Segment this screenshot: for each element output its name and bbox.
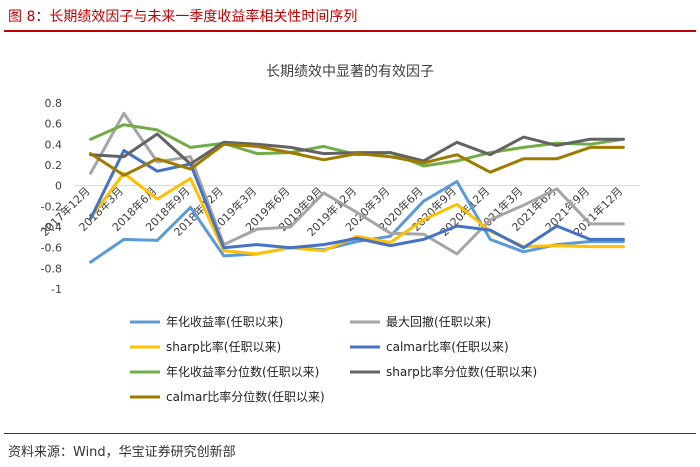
y-tick-label: -1	[51, 283, 62, 296]
legend-item: sharp比率(任职以来)	[130, 339, 281, 354]
legend-label: sharp比率(任职以来)	[166, 339, 281, 354]
legend-item: 最大回撤(任职以来)	[350, 314, 491, 329]
legend-item: 年化收益率(任职以来)	[130, 314, 283, 329]
legend-label: 最大回撤(任职以来)	[386, 314, 491, 329]
chart-title: 长期绩效中显著的有效因子	[266, 64, 434, 80]
legend: 年化收益率(任职以来) 最大回撤(任职以来) sharp比率(任职以来) calmar…	[130, 314, 537, 404]
y-tick-label: 0.8	[45, 97, 63, 110]
footer-rule	[4, 433, 696, 434]
chart: 长期绩效中显著的有效因子 0.8 0.6 0.4 0.2 0 -0.2 -0.4 -0.6 -0…	[38, 64, 640, 404]
legend-label: 年化收益率(任职以来)	[166, 314, 283, 329]
y-tick-label: 0	[55, 180, 62, 193]
figure-header: 图 8：长期绩效因子与未来一季度收益率相关性时间序列	[0, 0, 700, 30]
figure-source: 资料来源：Wind，华宝证券研究创新部	[8, 445, 236, 460]
series-line	[89, 180, 625, 264]
series-line	[89, 142, 625, 177]
legend-label: sharp比率分位数(任职以来)	[386, 364, 537, 379]
y-tick-label: -0.4	[41, 221, 62, 234]
y-tick-label: -0.2	[41, 200, 62, 213]
y-tick-label: -0.8	[41, 262, 62, 275]
x-axis: 2017年12月2018年3月2018年6月2018年9月2018年12月201…	[38, 184, 626, 239]
header-rule	[4, 30, 696, 32]
figure-title: 图 8：长期绩效因子与未来一季度收益率相关性时间序列	[8, 9, 358, 25]
y-tick-label: 0.4	[45, 138, 63, 151]
legend-item: calmar比率分位数(任职以来)	[130, 389, 325, 404]
series-line	[89, 171, 625, 256]
y-tick-label: 0.2	[45, 159, 63, 172]
y-axis: 0.8 0.6 0.4 0.2 0 -0.2 -0.4 -0.6 -0.8 -1	[41, 97, 640, 296]
legend-item: calmar比率(任职以来)	[350, 339, 509, 354]
y-tick-label: 0.6	[45, 118, 63, 131]
y-tick-label: -0.6	[41, 242, 62, 255]
legend-label: 年化收益率分位数(任职以来)	[166, 364, 319, 379]
legend-label: calmar比率分位数(任职以来)	[166, 389, 325, 404]
legend-item: sharp比率分位数(任职以来)	[350, 364, 537, 379]
series-layer	[89, 111, 625, 264]
legend-label: calmar比率(任职以来)	[386, 339, 509, 354]
series-line	[89, 111, 625, 256]
legend-item: 年化收益率分位数(任职以来)	[130, 364, 319, 379]
